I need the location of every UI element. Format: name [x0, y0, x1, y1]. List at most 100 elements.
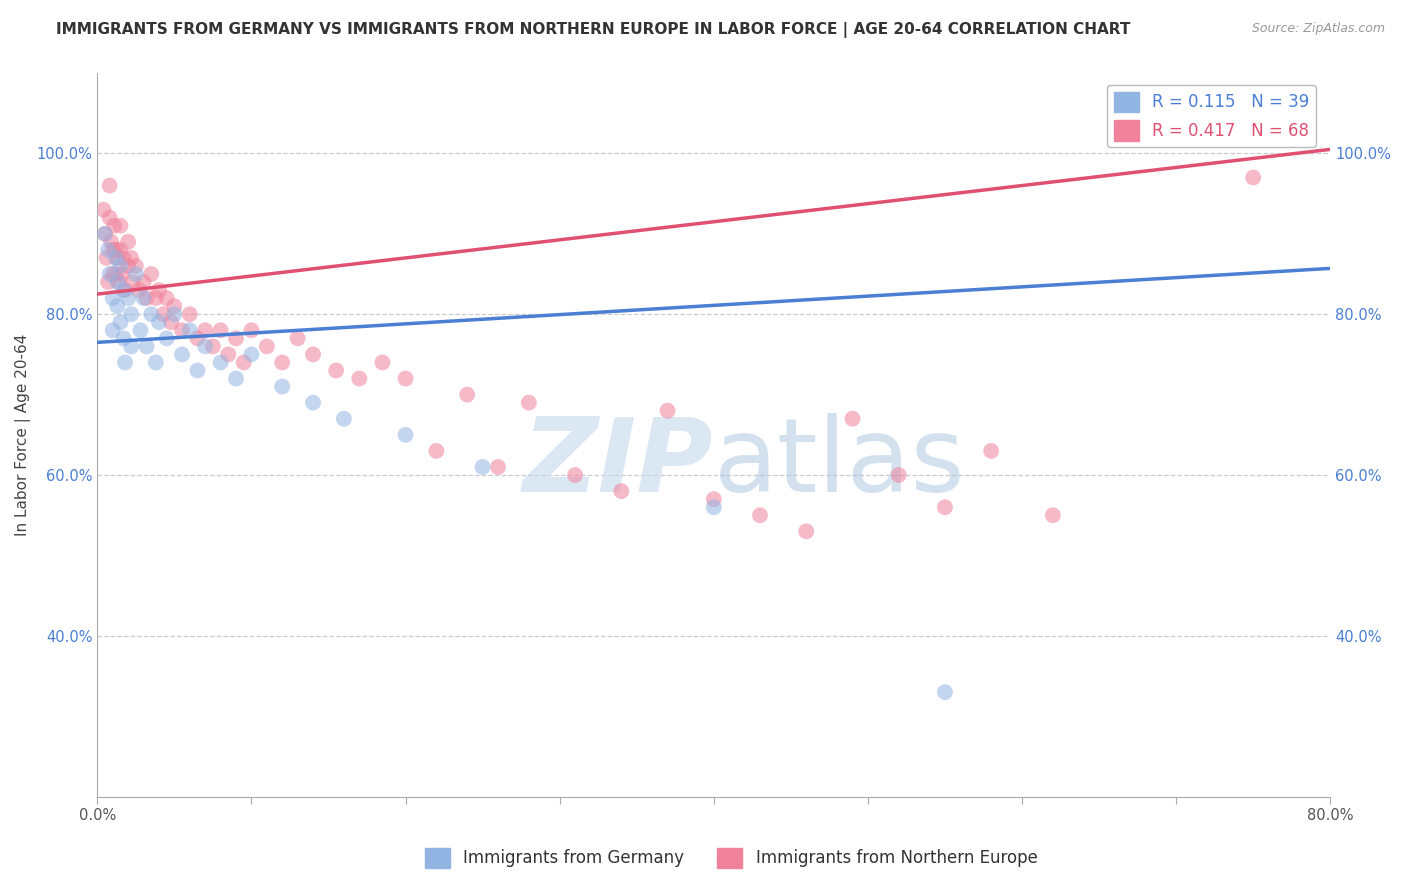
Point: [325, 363, 347, 377]
Point: [232, 355, 254, 369]
Point: [101, 291, 124, 305]
Point: [1241, 170, 1264, 185]
Point: [145, 291, 167, 305]
Point: [225, 371, 247, 385]
Point: [98, 267, 121, 281]
Point: [156, 331, 179, 345]
Point: [117, 291, 139, 305]
Point: [100, 235, 122, 249]
Point: [97, 275, 120, 289]
Point: [371, 355, 394, 369]
Point: [104, 267, 127, 281]
Point: [517, 395, 540, 409]
Point: [217, 347, 239, 361]
Point: [105, 275, 128, 289]
Point: [794, 524, 817, 539]
Point: [170, 323, 193, 337]
Point: [98, 178, 121, 193]
Point: [471, 460, 494, 475]
Point: [302, 395, 325, 409]
Point: [201, 339, 224, 353]
Point: [110, 259, 132, 273]
Point: [112, 283, 135, 297]
Point: [271, 355, 294, 369]
Point: [104, 251, 127, 265]
Point: [170, 347, 193, 361]
Point: [394, 427, 416, 442]
Point: [103, 219, 125, 233]
Point: [240, 323, 263, 337]
Point: [93, 202, 115, 217]
Point: [121, 275, 143, 289]
Point: [132, 275, 155, 289]
Text: ZIP: ZIP: [523, 413, 714, 515]
Point: [610, 484, 633, 499]
Point: [141, 307, 163, 321]
Legend: R = 0.115   N = 39, R = 0.417   N = 68: R = 0.115 N = 39, R = 0.417 N = 68: [1107, 85, 1316, 147]
Point: [111, 267, 134, 281]
Point: [120, 339, 142, 353]
Point: [145, 355, 167, 369]
Point: [980, 444, 1002, 458]
Point: [160, 315, 183, 329]
Legend: Immigrants from Germany, Immigrants from Northern Europe: Immigrants from Germany, Immigrants from…: [418, 841, 1045, 875]
Point: [110, 219, 132, 233]
Point: [135, 339, 157, 353]
Point: [105, 299, 128, 313]
Text: IMMIGRANTS FROM GERMANY VS IMMIGRANTS FROM NORTHERN EUROPE IN LABOR FORCE | AGE : IMMIGRANTS FROM GERMANY VS IMMIGRANTS FR…: [56, 22, 1130, 38]
Point: [394, 371, 416, 385]
Point: [349, 371, 371, 385]
Point: [486, 460, 509, 475]
Point: [703, 492, 725, 507]
Point: [112, 331, 135, 345]
Point: [1042, 508, 1064, 523]
Point: [194, 323, 217, 337]
Point: [163, 307, 186, 321]
Point: [125, 267, 148, 281]
Point: [333, 411, 356, 425]
Point: [112, 251, 135, 265]
Point: [841, 411, 863, 425]
Point: [108, 275, 131, 289]
Point: [120, 251, 142, 265]
Point: [749, 508, 772, 523]
Point: [98, 211, 121, 225]
Point: [564, 468, 586, 483]
Point: [209, 323, 232, 337]
Point: [887, 468, 910, 483]
Point: [163, 299, 186, 313]
Point: [141, 267, 163, 281]
Point: [96, 251, 118, 265]
Point: [225, 331, 247, 345]
Point: [179, 323, 201, 337]
Point: [302, 347, 325, 361]
Point: [94, 227, 117, 241]
Point: [186, 363, 208, 377]
Point: [934, 685, 956, 699]
Point: [934, 500, 956, 515]
Point: [120, 307, 142, 321]
Point: [117, 259, 139, 273]
Point: [271, 379, 294, 393]
Point: [117, 235, 139, 249]
Point: [152, 307, 174, 321]
Point: [114, 283, 136, 297]
Point: [125, 259, 148, 273]
Point: [101, 323, 124, 337]
Point: [287, 331, 309, 345]
Text: Source: ZipAtlas.com: Source: ZipAtlas.com: [1251, 22, 1385, 36]
Point: [425, 444, 447, 458]
Point: [240, 347, 263, 361]
Point: [110, 315, 132, 329]
Point: [94, 227, 117, 241]
Point: [114, 355, 136, 369]
Point: [194, 339, 217, 353]
Y-axis label: In Labor Force | Age 20-64: In Labor Force | Age 20-64: [15, 334, 31, 536]
Point: [101, 243, 124, 257]
Point: [132, 291, 155, 305]
Point: [97, 243, 120, 257]
Point: [110, 243, 132, 257]
Point: [186, 331, 208, 345]
Point: [456, 387, 478, 401]
Point: [101, 267, 124, 281]
